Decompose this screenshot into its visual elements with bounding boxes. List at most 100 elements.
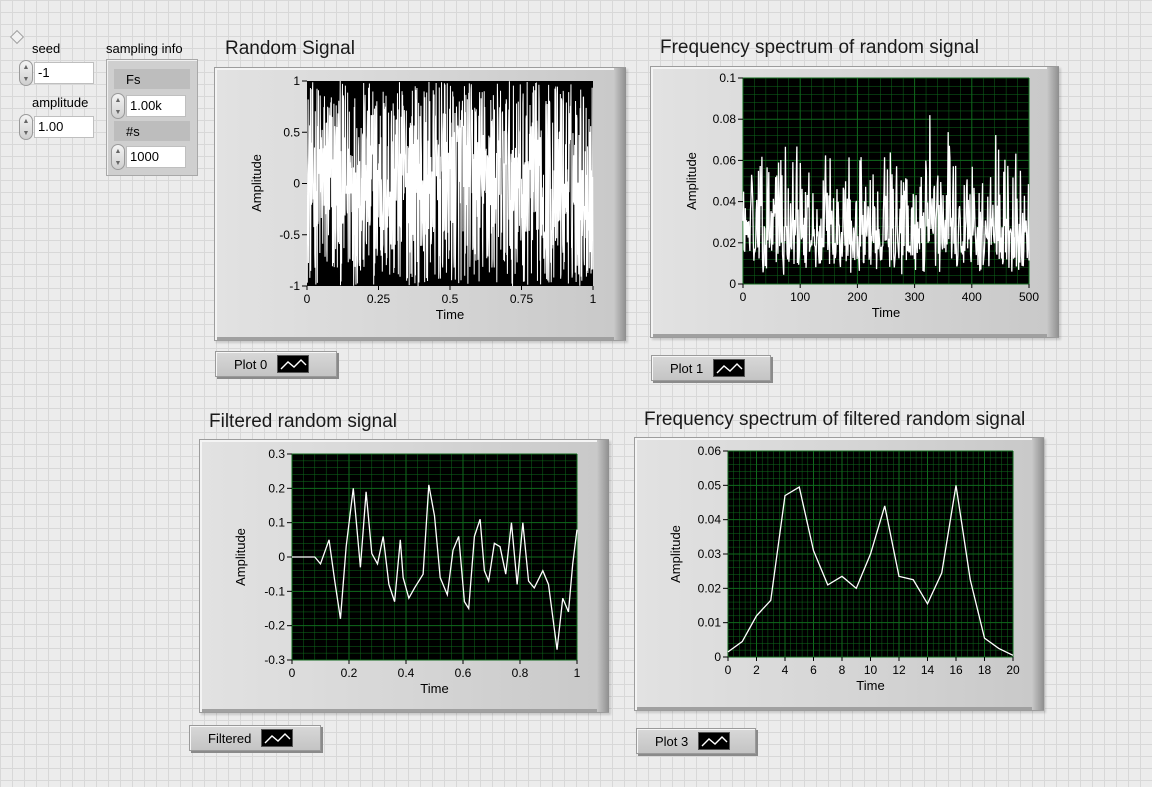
- x-tick-label: 18: [978, 663, 992, 677]
- x-tick-label: 0.4: [398, 666, 415, 680]
- legend-plot1[interactable]: Plot 1: [651, 355, 771, 381]
- ns-spinner[interactable]: ▲ ▼: [111, 144, 125, 170]
- y-tick-label: -0.2: [264, 619, 285, 633]
- x-tick-label: 4: [782, 663, 789, 677]
- seed-label: seed: [32, 41, 61, 56]
- graph-spectrum[interactable]: 0 100 200 300 400 500 0.1 0.08 0.06 0.04 0.02 0 Time…: [650, 66, 1059, 338]
- x-tick-label: 14: [921, 663, 935, 677]
- fs-control[interactable]: ▲ ▼ 1.00k: [111, 93, 186, 119]
- x-tick-label: 100: [790, 290, 810, 304]
- up-arrow-icon[interactable]: ▲: [22, 63, 30, 71]
- y-tick-label: 0.02: [713, 236, 737, 250]
- x-tick-label: 0: [740, 290, 747, 304]
- y-tick-label: 0.1: [268, 516, 285, 530]
- y-tick-label: -1: [289, 279, 300, 293]
- x-tick-label: 0: [725, 663, 732, 677]
- y-tick-label: 0: [278, 550, 285, 564]
- legend-plot0[interactable]: Plot 0: [215, 351, 337, 377]
- down-arrow-icon[interactable]: ▼: [114, 108, 122, 116]
- x-tick-label: 500: [1019, 290, 1039, 304]
- y-axis-label: Amplitude: [233, 528, 248, 586]
- x-tick-label: 0.8: [512, 666, 529, 680]
- y-tick-label: 0: [714, 650, 721, 664]
- x-tick-label: 0: [289, 666, 296, 680]
- line-style-icon[interactable]: [277, 355, 310, 373]
- up-arrow-icon[interactable]: ▲: [114, 96, 122, 104]
- x-tick-label: 20: [1006, 663, 1020, 677]
- chart-random-signal-svg: 0 0.25 0.5 0.75 1 1 0.5 0 -0.5 -1 Time Amplitude: [249, 74, 597, 322]
- fs-spinner[interactable]: ▲ ▼: [111, 93, 125, 119]
- grid: [291, 453, 578, 661]
- line-style-icon[interactable]: [713, 359, 746, 377]
- x-tick-label: 0.5: [442, 292, 459, 306]
- amplitude-input[interactable]: 1.00: [34, 116, 94, 138]
- chart-filtered-spectrum-svg: 0 2 4 6 8 10 12 14 16 18 20 0.06 0.05 0.04 0.03 0.02 0.0…: [668, 444, 1020, 693]
- y-tick-label: 0.06: [713, 153, 737, 167]
- y-axis-label: Amplitude: [668, 525, 683, 583]
- line-style-icon[interactable]: [698, 732, 731, 750]
- legend-plot3-label: Plot 3: [655, 733, 689, 749]
- y-tick-label: 0: [293, 177, 300, 191]
- x-axis-label: Time: [856, 678, 884, 693]
- ns-control[interactable]: ▲ ▼ 1000: [111, 144, 186, 170]
- y-tick-label: 0.08: [713, 112, 737, 126]
- y-tick-label: 0.01: [698, 616, 722, 630]
- ns-input[interactable]: 1000: [126, 146, 186, 168]
- x-tick-label: 0: [304, 292, 311, 306]
- sampling-info-cluster: Fs ▲ ▼ 1.00k #s ▲ ▼ 1000: [106, 59, 198, 176]
- y-tick-label: 0.06: [698, 444, 722, 458]
- chart-title-filtered: Filtered random signal: [209, 411, 397, 432]
- seed-input[interactable]: -1: [34, 62, 94, 84]
- amplitude-spinner[interactable]: ▲ ▼: [19, 114, 33, 140]
- fs-label: Fs: [114, 69, 190, 89]
- y-tick-label: 0.2: [268, 481, 285, 495]
- y-tick-label: 0.04: [698, 513, 722, 527]
- x-tick-label: 6: [810, 663, 817, 677]
- y-tick-label: 0.05: [698, 478, 722, 492]
- x-tick-label: 2: [753, 663, 760, 677]
- graph-filtered[interactable]: 0 0.2 0.4 0.6 0.8 1 0.3 0.2 0.1 0 -0.1 -0.2 -0.3 Time…: [199, 439, 609, 713]
- y-tick-label: -0.5: [279, 228, 300, 242]
- wire-point-icon: [9, 29, 25, 45]
- x-axis-label: Time: [420, 681, 448, 696]
- x-tick-label: 10: [864, 663, 878, 677]
- x-tick-label: 8: [839, 663, 846, 677]
- down-arrow-icon[interactable]: ▼: [22, 75, 30, 83]
- chart-title-random-signal: Random Signal: [225, 38, 355, 59]
- fs-input[interactable]: 1.00k: [126, 95, 186, 117]
- x-axis-label: Time: [872, 305, 900, 320]
- series-line-Filtered: [292, 484, 578, 650]
- seed-control[interactable]: ▲ ▼ -1: [19, 60, 94, 86]
- y-axis-label: Amplitude: [684, 152, 699, 210]
- up-arrow-icon[interactable]: ▲: [22, 117, 30, 125]
- y-tick-label: 0.02: [698, 581, 722, 595]
- amplitude-label: amplitude: [32, 95, 89, 110]
- seed-spinner[interactable]: ▲ ▼: [19, 60, 33, 86]
- graph-random-signal[interactable]: 0 0.25 0.5 0.75 1 1 0.5 0 -0.5 -1 Time Amplitude: [214, 67, 626, 341]
- y-tick-label: 0.1: [719, 71, 736, 85]
- series-line-Plot 3: [727, 485, 1014, 656]
- x-tick-label: 200: [847, 290, 867, 304]
- up-arrow-icon[interactable]: ▲: [114, 147, 122, 155]
- y-tick-label: -0.1: [264, 584, 285, 598]
- graph-filtered-spectrum[interactable]: 0 2 4 6 8 10 12 14 16 18 20 0.06 0.05 0.04 0.03 0.02 0.0…: [634, 437, 1044, 711]
- x-tick-label: 1: [590, 292, 597, 306]
- series-line-Plot 0: [306, 81, 594, 286]
- y-tick-label: 0.3: [268, 447, 285, 461]
- legend-plot3[interactable]: Plot 3: [636, 728, 756, 754]
- chart-spectrum-svg: 0 100 200 300 400 500 0.1 0.08 0.06 0.04 0.02 0 Time…: [684, 71, 1039, 320]
- amplitude-control[interactable]: ▲ ▼ 1.00: [19, 114, 94, 140]
- x-tick-label: 300: [905, 290, 925, 304]
- x-tick-label: 0.2: [341, 666, 358, 680]
- line-style-icon[interactable]: [261, 729, 294, 747]
- sampling-info-label: sampling info: [106, 41, 183, 56]
- down-arrow-icon[interactable]: ▼: [114, 159, 122, 167]
- y-tick-label: 0.04: [713, 195, 737, 209]
- x-axis-label: Time: [436, 307, 464, 322]
- y-tick-label: 1: [293, 74, 300, 88]
- y-tick-label: 0.5: [283, 125, 300, 139]
- x-tick-label: 1: [574, 666, 581, 680]
- down-arrow-icon[interactable]: ▼: [22, 129, 30, 137]
- y-tick-label: 0: [729, 277, 736, 291]
- legend-filtered[interactable]: Filtered: [189, 725, 321, 751]
